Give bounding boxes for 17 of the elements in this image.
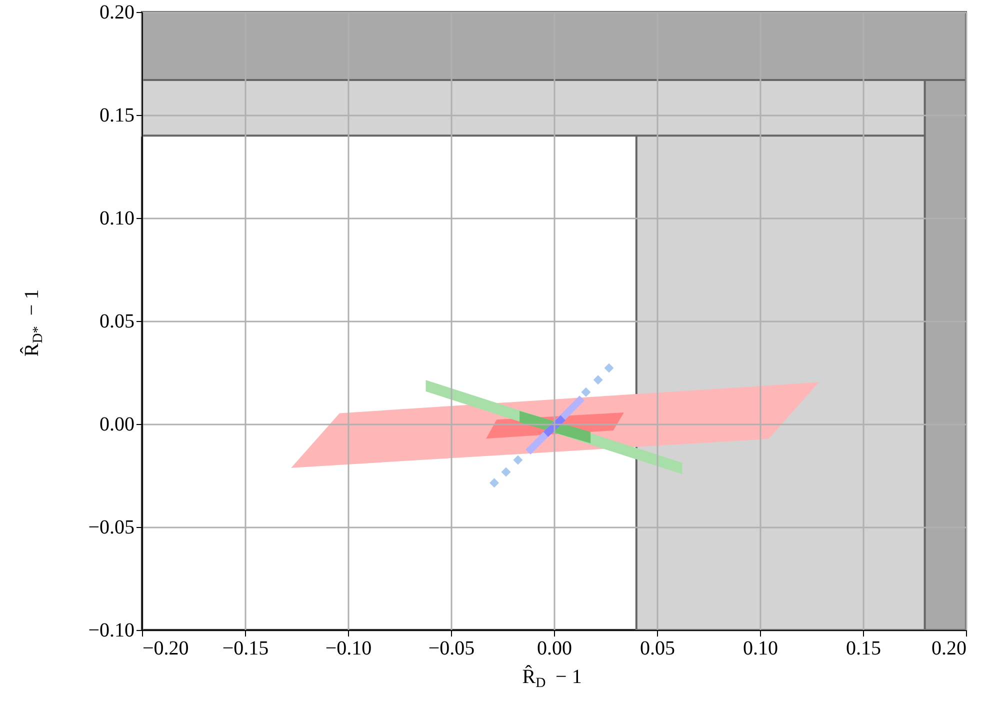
x-tick-label: 0.10 bbox=[743, 638, 778, 660]
y-tick-label: 0.20 bbox=[100, 2, 134, 24]
x-tick-label: 0.15 bbox=[846, 638, 881, 660]
x-tick-label: −0.15 bbox=[222, 638, 269, 660]
x-tick-label: −0.10 bbox=[325, 638, 372, 660]
x-tick-label: −0.20 bbox=[142, 638, 189, 660]
y-tick-label: 0.00 bbox=[100, 414, 134, 436]
y-tick-label: 0.15 bbox=[100, 104, 134, 126]
x-tick-label: 0.00 bbox=[537, 638, 572, 660]
x-tick-label: −0.05 bbox=[428, 638, 475, 660]
y-tick-label: 0.10 bbox=[100, 208, 134, 230]
x-tick-label: 0.05 bbox=[640, 638, 675, 660]
y-tick-label: 0.05 bbox=[100, 310, 134, 332]
y-axis-title: R̂D* − 1 bbox=[20, 289, 46, 357]
x-tick-label: 0.20 bbox=[932, 638, 966, 660]
y-tick-label: −0.10 bbox=[88, 620, 134, 642]
y-tick-label: −0.05 bbox=[88, 516, 134, 538]
